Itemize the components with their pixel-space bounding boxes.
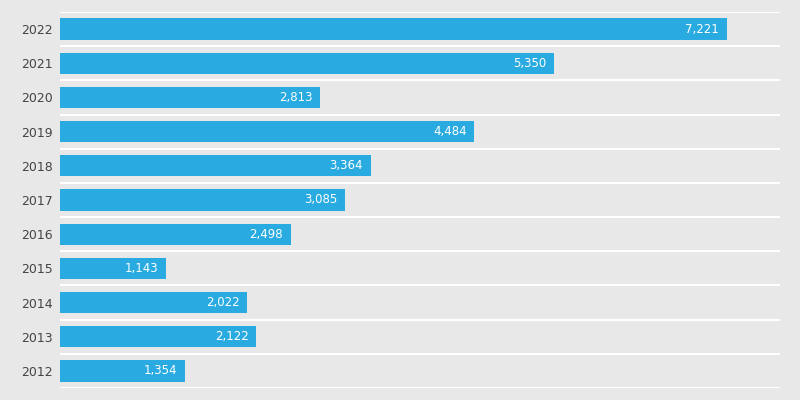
Text: 2,498: 2,498	[250, 228, 283, 241]
Text: 3,085: 3,085	[304, 194, 338, 206]
Text: 5,350: 5,350	[514, 57, 546, 70]
Bar	[60, 87, 320, 108]
Text: 7,221: 7,221	[686, 22, 719, 36]
Text: 1,354: 1,354	[144, 364, 178, 378]
Bar	[60, 18, 726, 40]
Text: 4,484: 4,484	[433, 125, 466, 138]
Bar	[60, 292, 246, 313]
Bar	[60, 326, 256, 347]
Text: 1,143: 1,143	[125, 262, 158, 275]
Bar	[60, 190, 345, 210]
Bar	[60, 155, 370, 176]
Bar	[60, 360, 185, 382]
Bar	[60, 224, 290, 245]
Bar	[60, 53, 554, 74]
Text: 2,813: 2,813	[278, 91, 312, 104]
Text: 3,364: 3,364	[330, 159, 363, 172]
Text: 2,022: 2,022	[206, 296, 239, 309]
Text: 2,122: 2,122	[214, 330, 249, 343]
Bar	[60, 121, 474, 142]
Bar	[60, 258, 166, 279]
